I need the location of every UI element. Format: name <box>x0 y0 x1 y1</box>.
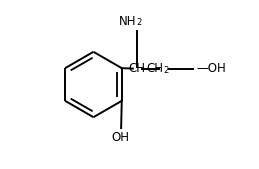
Text: CH: CH <box>146 62 163 75</box>
Text: —OH: —OH <box>197 62 226 75</box>
Text: OH: OH <box>111 131 129 144</box>
Text: $\mathregular{_2}$: $\mathregular{_2}$ <box>163 63 170 76</box>
Text: CH: CH <box>128 62 146 75</box>
Text: NH: NH <box>119 15 136 28</box>
Text: $\mathregular{_2}$: $\mathregular{_2}$ <box>136 15 143 28</box>
